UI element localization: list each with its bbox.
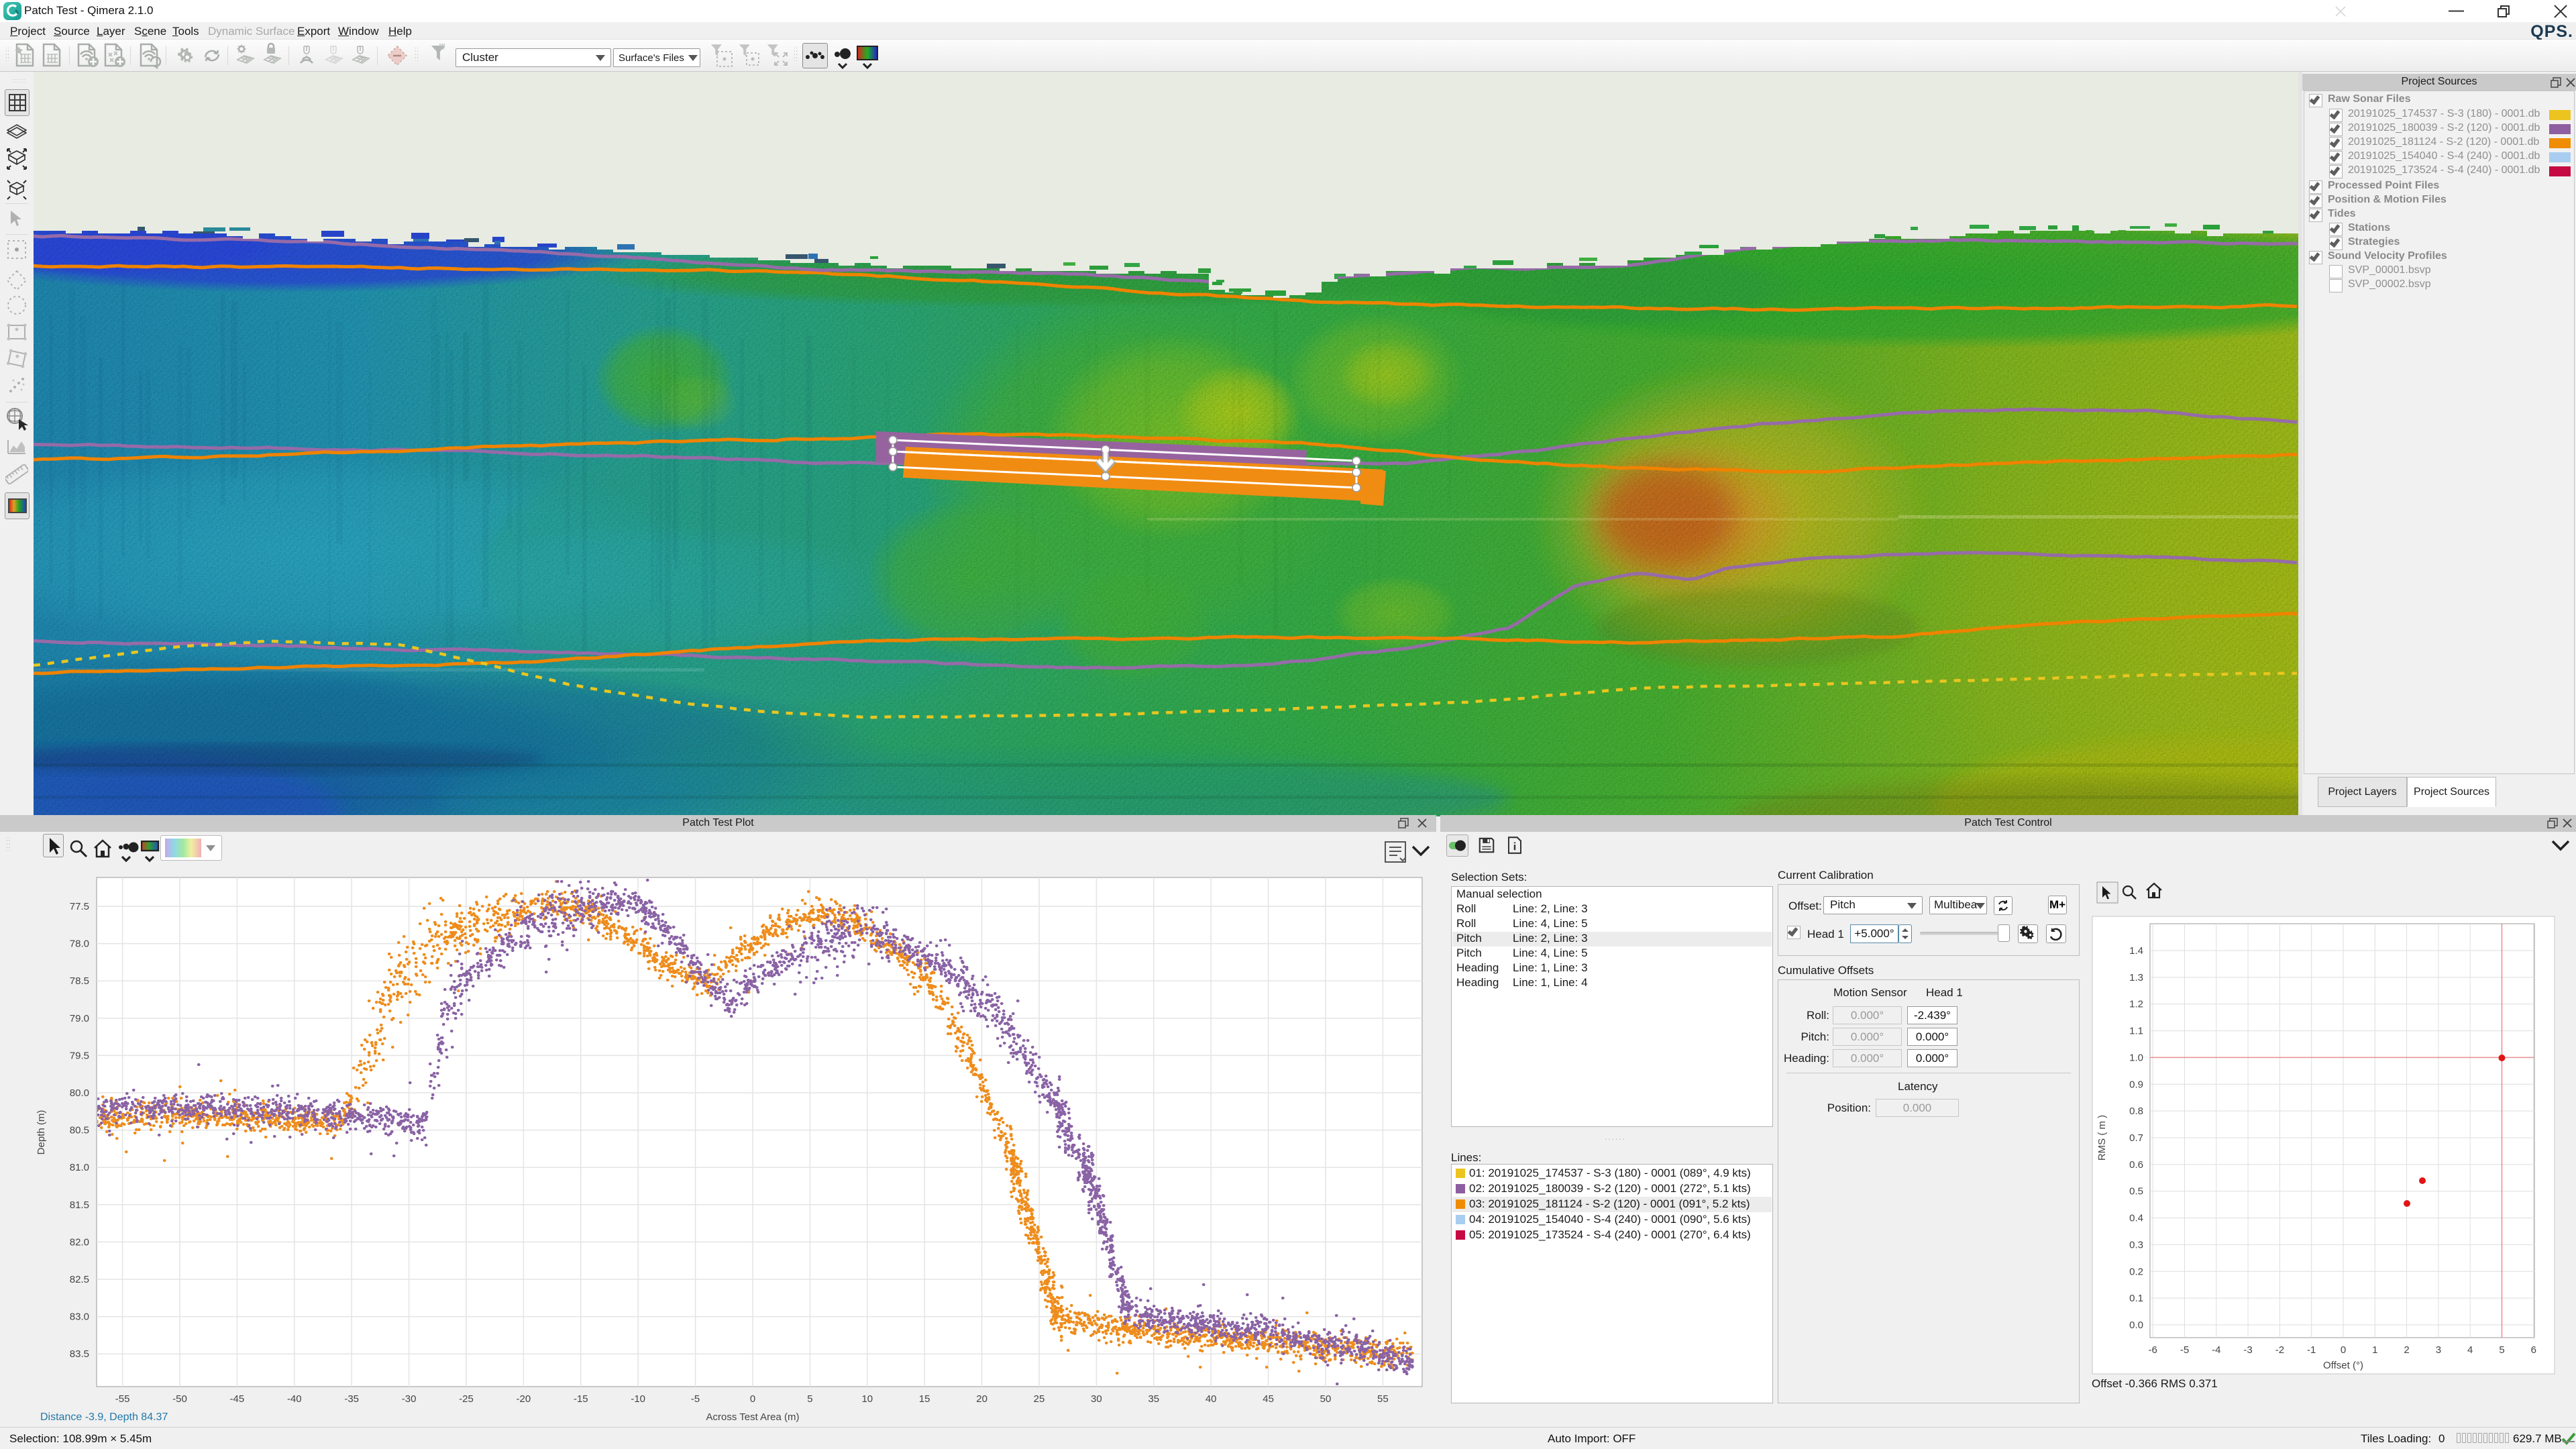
svg-text:Offset -0.366 RMS 0.371: Offset -0.366 RMS 0.371 — [2092, 1377, 2218, 1390]
svg-text:-55: -55 — [115, 1393, 130, 1405]
svg-text:0.9: 0.9 — [2129, 1079, 2143, 1090]
svg-text:80.0: 80.0 — [70, 1087, 89, 1099]
svg-text:0.3: 0.3 — [2129, 1239, 2143, 1250]
svg-text:1.2: 1.2 — [2129, 999, 2143, 1010]
svg-text:-2: -2 — [2275, 1344, 2284, 1356]
svg-text:78.0: 78.0 — [70, 938, 89, 950]
svg-text:3: 3 — [2436, 1344, 2441, 1356]
svg-text:-3: -3 — [2243, 1344, 2252, 1356]
svg-text:-50: -50 — [172, 1393, 187, 1405]
svg-text:0: 0 — [2341, 1344, 2346, 1356]
svg-text:RMS ( m ): RMS ( m ) — [2096, 1115, 2108, 1161]
svg-text:77.5: 77.5 — [70, 901, 89, 912]
svg-text:81.0: 81.0 — [70, 1162, 89, 1173]
svg-text:0.7: 0.7 — [2129, 1132, 2143, 1144]
svg-text:50: 50 — [1320, 1393, 1332, 1405]
svg-text:55: 55 — [1377, 1393, 1389, 1405]
svg-text:-15: -15 — [574, 1393, 588, 1405]
svg-text:10: 10 — [861, 1393, 873, 1405]
svg-text:83.0: 83.0 — [70, 1311, 89, 1323]
svg-text:40: 40 — [1205, 1393, 1217, 1405]
svg-text:-40: -40 — [287, 1393, 302, 1405]
svg-text:83.5: 83.5 — [70, 1348, 89, 1360]
svg-text:30: 30 — [1091, 1393, 1102, 1405]
svg-text:-5: -5 — [2180, 1344, 2189, 1356]
svg-text:0: 0 — [750, 1393, 755, 1405]
svg-text:-30: -30 — [402, 1393, 417, 1405]
svg-text:0.0: 0.0 — [2129, 1320, 2143, 1331]
svg-text:-6: -6 — [2149, 1344, 2157, 1356]
svg-text:1.0: 1.0 — [2129, 1052, 2143, 1063]
svg-text:0.4: 0.4 — [2129, 1213, 2143, 1224]
svg-text:1.1: 1.1 — [2129, 1026, 2143, 1037]
svg-text:0.5: 0.5 — [2129, 1186, 2143, 1197]
svg-text:0.6: 0.6 — [2129, 1159, 2143, 1171]
svg-text:-4: -4 — [2212, 1344, 2220, 1356]
svg-text:82.0: 82.0 — [70, 1236, 89, 1248]
svg-text:Depth (m): Depth (m) — [36, 1110, 47, 1155]
svg-text:82.5: 82.5 — [70, 1274, 89, 1285]
svg-text:-10: -10 — [631, 1393, 645, 1405]
svg-text:81.5: 81.5 — [70, 1199, 89, 1211]
svg-text:5: 5 — [2499, 1344, 2504, 1356]
svg-text:-25: -25 — [459, 1393, 474, 1405]
svg-text:5: 5 — [807, 1393, 812, 1405]
svg-text:80.5: 80.5 — [70, 1125, 89, 1136]
svg-text:20: 20 — [976, 1393, 987, 1405]
svg-text:45: 45 — [1263, 1393, 1274, 1405]
svg-text:15: 15 — [919, 1393, 930, 1405]
svg-text:-45: -45 — [230, 1393, 245, 1405]
svg-text:79.0: 79.0 — [70, 1013, 89, 1024]
svg-text:79.5: 79.5 — [70, 1050, 89, 1061]
svg-text:Across Test Area (m): Across Test Area (m) — [706, 1411, 800, 1423]
svg-text:25: 25 — [1034, 1393, 1045, 1405]
svg-text:1: 1 — [2372, 1344, 2377, 1356]
svg-text:-20: -20 — [517, 1393, 531, 1405]
svg-text:Offset (°): Offset (°) — [2323, 1360, 2363, 1371]
svg-text:-35: -35 — [344, 1393, 359, 1405]
svg-text:4: 4 — [2467, 1344, 2473, 1356]
svg-text:2: 2 — [2404, 1344, 2409, 1356]
svg-text:0.1: 0.1 — [2129, 1293, 2143, 1304]
svg-text:6: 6 — [2531, 1344, 2536, 1356]
svg-text:35: 35 — [1148, 1393, 1159, 1405]
svg-text:-1: -1 — [2307, 1344, 2316, 1356]
svg-text:0.2: 0.2 — [2129, 1266, 2143, 1277]
svg-text:78.5: 78.5 — [70, 975, 89, 987]
svg-text:-5: -5 — [691, 1393, 700, 1405]
svg-text:0.8: 0.8 — [2129, 1106, 2143, 1117]
svg-text:1.4: 1.4 — [2129, 945, 2143, 957]
svg-text:1.3: 1.3 — [2129, 972, 2143, 983]
